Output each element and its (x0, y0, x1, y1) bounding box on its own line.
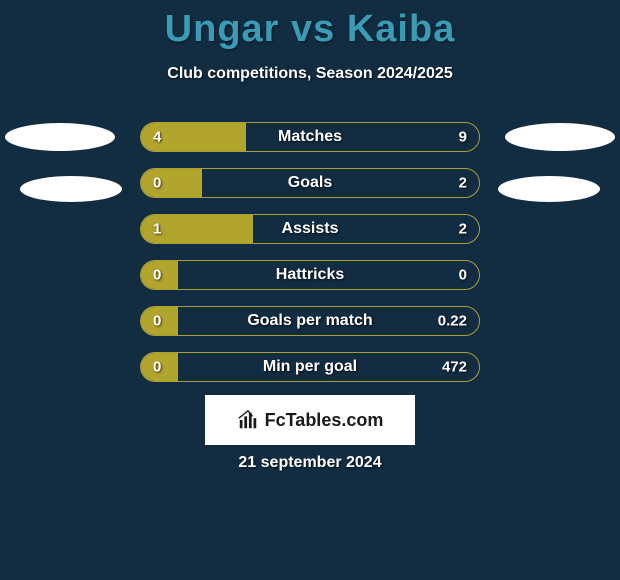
stat-row: 0 Goals per match 0.22 (140, 306, 480, 336)
stat-label: Hattricks (276, 266, 344, 284)
stat-left-value: 4 (153, 129, 161, 146)
stat-right-value: 472 (442, 359, 467, 376)
stats-container: 4 Matches 9 0 Goals 2 1 Assists 2 0 Hattricks 0 0 Goa… (140, 122, 480, 398)
stat-label: Min per goal (263, 358, 357, 376)
player-left-ellipse-2 (20, 176, 122, 202)
player-left-ellipse-1 (5, 123, 115, 151)
stat-right-value: 2 (459, 175, 467, 192)
stat-label: Assists (282, 220, 339, 238)
stat-row: 0 Hattricks 0 (140, 260, 480, 290)
player-right-ellipse-2 (498, 176, 600, 202)
player-right-ellipse-1 (505, 123, 615, 151)
chart-icon (237, 409, 259, 431)
stat-left-value: 0 (153, 175, 161, 192)
stat-row: 4 Matches 9 (140, 122, 480, 152)
stat-left-value: 0 (153, 267, 161, 284)
stat-label: Goals per match (247, 312, 372, 330)
stat-label: Goals (288, 174, 332, 192)
stat-right-value: 0 (459, 267, 467, 284)
source-badge: FcTables.com (205, 395, 415, 445)
stat-label: Matches (278, 128, 342, 146)
stat-row: 1 Assists 2 (140, 214, 480, 244)
stat-row: 0 Goals 2 (140, 168, 480, 198)
stat-fill (141, 169, 202, 197)
stat-right-value: 0.22 (438, 313, 467, 330)
date-text: 21 september 2024 (238, 454, 381, 472)
stat-row: 0 Min per goal 472 (140, 352, 480, 382)
page-title: Ungar vs Kaiba (0, 0, 620, 51)
stat-left-value: 1 (153, 221, 161, 238)
stat-left-value: 0 (153, 313, 161, 330)
subtitle: Club competitions, Season 2024/2025 (0, 65, 620, 83)
stat-right-value: 2 (459, 221, 467, 238)
stat-left-value: 0 (153, 359, 161, 376)
badge-text: FcTables.com (265, 410, 384, 431)
stat-right-value: 9 (459, 129, 467, 146)
